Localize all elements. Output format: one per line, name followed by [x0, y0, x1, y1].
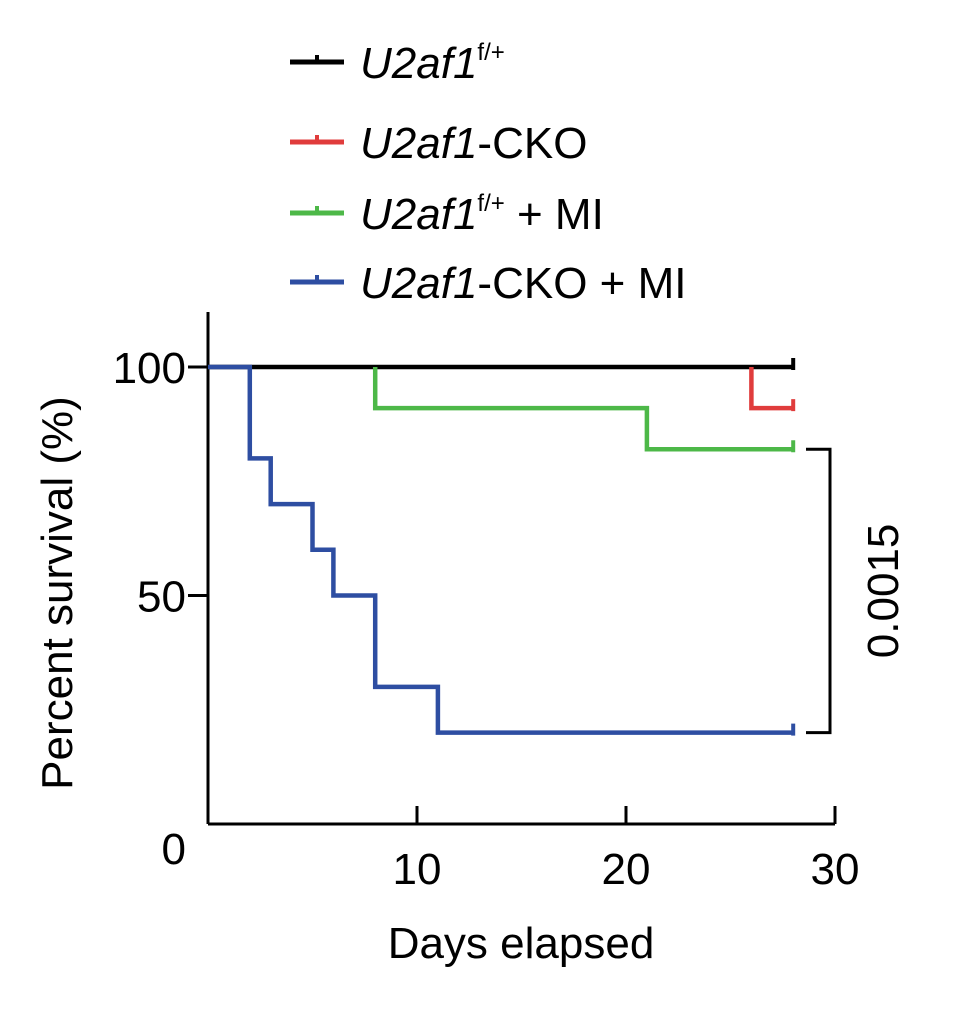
- y-tick-label: 100: [113, 344, 186, 393]
- legend-item-2: U2af1f/+ + MI: [290, 190, 604, 239]
- legend-label-3: U2af1-CKO + MI: [360, 259, 686, 308]
- series-line-2: [372, 367, 794, 452]
- legend-label-superscript: f/+: [477, 190, 504, 217]
- x-axis-title: Days elapsed: [388, 919, 655, 968]
- y-tick-label: 50: [137, 573, 186, 622]
- legend-label-suffix: + MI: [505, 190, 604, 239]
- x-tick-label: 20: [602, 845, 651, 894]
- axes: 10 20 30 0 50 100: [113, 312, 860, 894]
- legend-item-1: U2af1-CKO: [290, 119, 587, 168]
- legend-item-0: U2af1f/+: [290, 39, 505, 88]
- series-line-3: [208, 364, 794, 735]
- x-tick-label: 10: [393, 845, 442, 894]
- legend-label-0: U2af1f/+: [360, 39, 505, 88]
- legend-label-suffix: -CKO: [477, 119, 587, 168]
- legend-item-3: U2af1-CKO + MI: [290, 259, 686, 308]
- legend-label-gene: U2af1: [360, 119, 477, 168]
- y-tick-label: 0: [162, 825, 186, 874]
- significance-annotation: 0.0015: [806, 447, 908, 735]
- x-tick-label: 30: [811, 845, 860, 894]
- p-value-label: 0.0015: [859, 524, 908, 659]
- legend-label-1: U2af1-CKO: [360, 119, 587, 168]
- legend-label-gene: U2af1: [360, 39, 477, 88]
- legend-label-gene: U2af1: [360, 190, 477, 239]
- legend-label-gene: U2af1: [360, 259, 477, 308]
- legend-label-superscript: f/+: [477, 39, 504, 66]
- significance-bracket: [806, 447, 832, 735]
- legend-label-2: U2af1f/+ + MI: [360, 190, 604, 239]
- legend-label-suffix: -CKO + MI: [477, 259, 686, 308]
- series-lines: [208, 358, 796, 736]
- y-axis-title: Percent survival (%): [33, 396, 82, 790]
- series-line-1: [749, 367, 794, 411]
